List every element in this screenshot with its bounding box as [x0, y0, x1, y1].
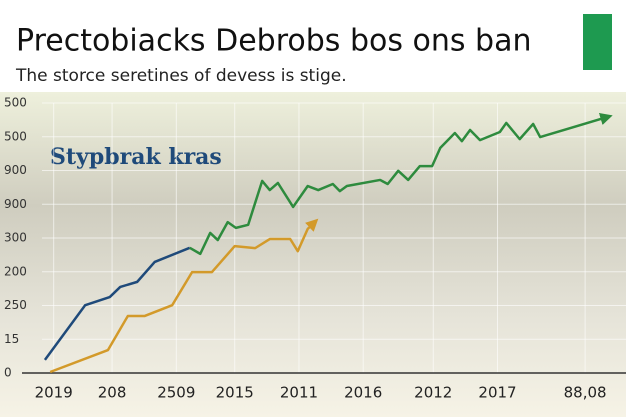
x-tick-label: 2019: [35, 384, 73, 402]
logo-block: [583, 14, 612, 70]
y-tick-label: 500: [4, 129, 27, 143]
x-tick-label: 2015: [216, 384, 254, 402]
y-tick-label: 0: [4, 366, 12, 380]
x-tick-label: 2016: [344, 384, 382, 402]
line-series: [189, 112, 613, 256]
y-tick-label: 500: [4, 96, 27, 110]
y-tick-label: 200: [4, 264, 27, 278]
line-series: [49, 218, 319, 374]
chart-title: Prectobiacks Debrobs bos ons ban: [16, 24, 531, 59]
plot-background: [0, 92, 626, 417]
x-tick-label: 88,08: [564, 384, 607, 402]
y-tick-label: 15: [4, 332, 19, 346]
x-tick-label: 2011: [280, 384, 318, 402]
x-tick-label: 2509: [157, 384, 195, 402]
x-tick-label: 208: [98, 384, 127, 402]
line-series: [43, 246, 191, 361]
annotation: Stypbrak kras: [50, 144, 222, 170]
y-tick-label: 250: [4, 298, 27, 312]
x-tick-label: 2017: [478, 384, 516, 402]
y-tick-label: 900: [4, 197, 27, 211]
y-tick-label: 300: [4, 231, 27, 245]
x-tick-label: 2012: [414, 384, 452, 402]
chart-subtitle: The storce seretines of devess is stige.: [15, 66, 347, 86]
y-tick-label: 900: [4, 163, 27, 177]
